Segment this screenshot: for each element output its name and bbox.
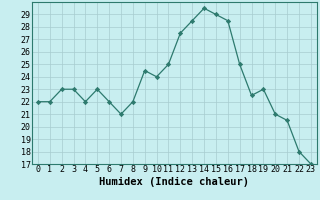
X-axis label: Humidex (Indice chaleur): Humidex (Indice chaleur) — [100, 177, 249, 187]
